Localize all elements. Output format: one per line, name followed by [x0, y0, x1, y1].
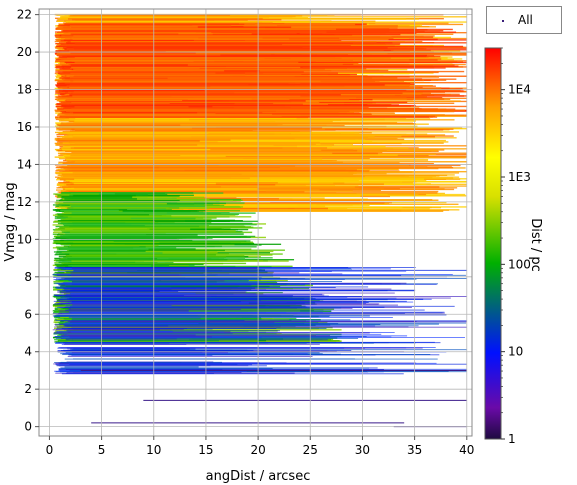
y-tick-label: 10 — [17, 232, 32, 246]
y-tick-label: 14 — [17, 157, 32, 171]
colorbar-tick-label: 10 — [508, 345, 523, 359]
colorbar — [484, 47, 502, 440]
x-tick-label: 30 — [355, 443, 370, 457]
x-tick-label: 40 — [459, 443, 474, 457]
y-tick-label: 6 — [24, 307, 32, 321]
colorbar-ticks: 1 10 100 1E3 1E4 — [501, 47, 531, 446]
colorbar-tick-label: 100 — [508, 257, 531, 271]
y-tick-label: 20 — [17, 45, 32, 59]
x-tick-label: 20 — [250, 443, 265, 457]
density-layer — [52, 13, 467, 428]
legend: All — [486, 6, 562, 34]
legend-entry-all: All — [518, 13, 533, 27]
colorbar-tick-label: 1E3 — [508, 170, 531, 184]
x-axis-label: angDist / arcsec — [206, 469, 311, 484]
y-tick-label: 18 — [17, 83, 32, 97]
grid-lines — [39, 9, 472, 436]
y-tick-label: 4 — [24, 345, 32, 359]
colorbar-tick-label: 1 — [508, 432, 516, 446]
legend-marker — [502, 20, 504, 22]
y-tick-label: 16 — [17, 120, 32, 134]
x-tick-label: 0 — [46, 443, 54, 457]
y-axis-label: Vmag / mag — [3, 182, 18, 261]
colorbar-tick-label: 1E4 — [508, 83, 531, 97]
x-axis-ticks: 0 5 10 15 20 25 30 35 40 — [46, 436, 474, 457]
x-tick-label: 10 — [146, 443, 161, 457]
y-tick-label: 22 — [17, 8, 32, 22]
y-axis-ticks: 0 2 4 6 8 10 12 14 16 18 20 22 — [17, 8, 39, 434]
y-tick-label: 0 — [24, 420, 32, 434]
x-tick-label: 5 — [98, 443, 106, 457]
x-tick-label: 35 — [407, 443, 422, 457]
x-tick-label: 25 — [303, 443, 318, 457]
y-tick-label: 12 — [17, 195, 32, 209]
colorbar-label: Dist / pc — [528, 218, 543, 272]
x-tick-label: 15 — [198, 443, 213, 457]
y-tick-label: 8 — [24, 270, 32, 284]
y-tick-label: 2 — [24, 382, 32, 396]
